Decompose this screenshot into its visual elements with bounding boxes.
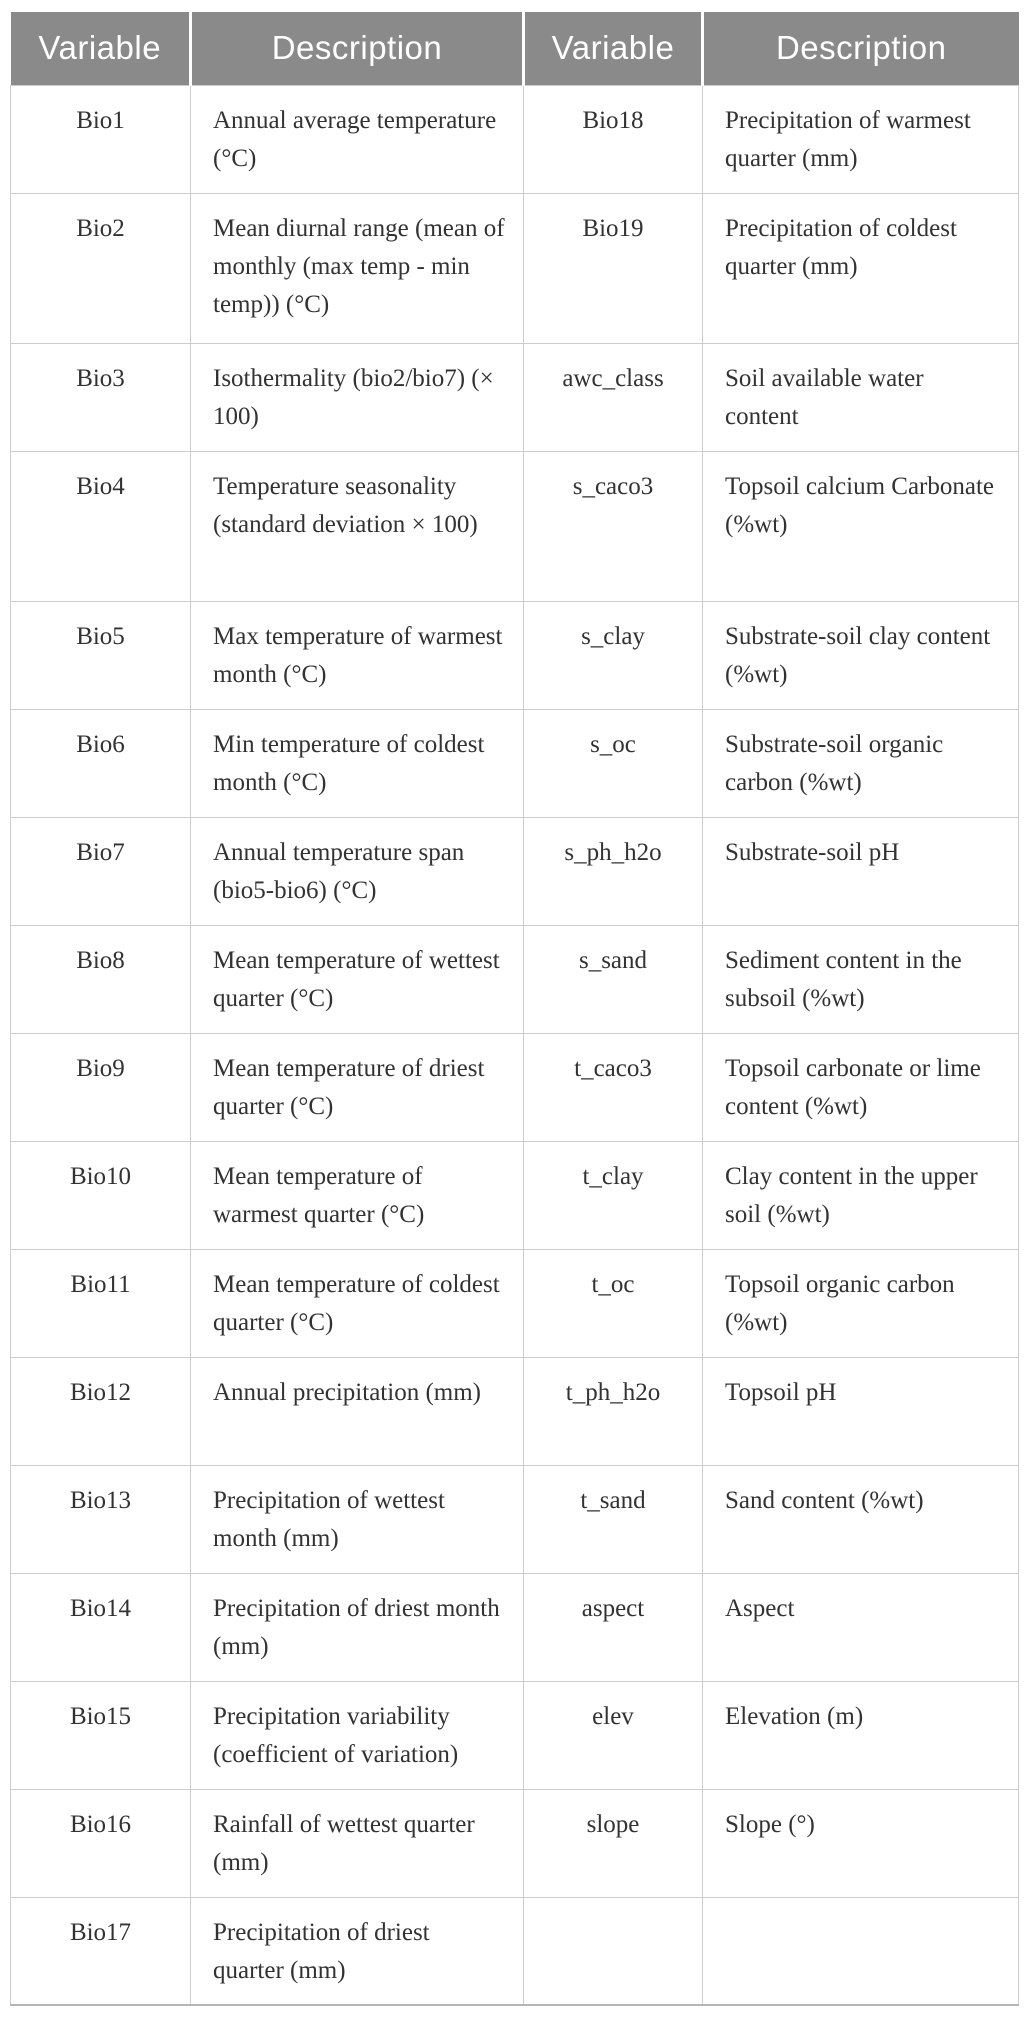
variable-cell: Bio18: [523, 84, 703, 194]
table-row: Bio12 Annual precipitation (mm) t_ph_h2o…: [10, 1356, 1019, 1466]
description-cell: Mean temperature of coldest quarter (°C): [190, 1248, 524, 1358]
variable-cell: Bio1: [10, 84, 191, 194]
table-row: Bio13 Precipitation of wettest month (mm…: [10, 1464, 1019, 1574]
table-row: Bio4 Temperature seasonality (standard d…: [10, 450, 1019, 602]
table-row: Bio16 Rainfall of wettest quarter (mm) s…: [10, 1788, 1019, 1898]
variable-cell: Bio15: [10, 1680, 191, 1790]
description-cell: Precipitation of driest quarter (mm): [190, 1896, 524, 2006]
description-cell: Min temperature of coldest month (°C): [190, 708, 524, 818]
description-cell: Substrate-soil clay content (%wt): [702, 600, 1019, 710]
table-header: Variable Description Variable Descriptio…: [10, 12, 1019, 85]
description-cell: Topsoil pH: [702, 1356, 1019, 1466]
variable-cell: Bio12: [10, 1356, 191, 1466]
description-cell: Mean temperature of wettest quarter (°C): [190, 924, 524, 1034]
variable-cell: Bio19: [523, 192, 703, 344]
description-cell: Annual precipitation (mm): [190, 1356, 524, 1466]
variable-cell: Bio13: [10, 1464, 191, 1574]
description-cell: [702, 1896, 1019, 2006]
description-cell: Max temperature of warmest month (°C): [190, 600, 524, 710]
table-row: Bio9 Mean temperature of driest quarter …: [10, 1032, 1019, 1142]
table-row: Bio10 Mean temperature of warmest quarte…: [10, 1140, 1019, 1250]
table-row: Bio5 Max temperature of warmest month (°…: [10, 600, 1019, 710]
description-cell: Topsoil organic carbon (%wt): [702, 1248, 1019, 1358]
variable-cell: Bio6: [10, 708, 191, 818]
variable-cell: Bio2: [10, 192, 191, 344]
description-cell: Mean diurnal range (mean of monthly (max…: [190, 192, 524, 344]
variable-cell: s_sand: [523, 924, 703, 1034]
description-cell: Slope (°): [702, 1788, 1019, 1898]
header-row: Variable Description Variable Descriptio…: [10, 12, 1019, 85]
variable-cell: s_ph_h2o: [523, 816, 703, 926]
variable-cell: awc_class: [523, 342, 703, 452]
variable-cell: Bio5: [10, 600, 191, 710]
description-cell: Aspect: [702, 1572, 1019, 1682]
variable-cell: Bio17: [10, 1896, 191, 2006]
variable-cell: t_oc: [523, 1248, 703, 1358]
header-variable-1: Variable: [10, 12, 191, 85]
variable-cell: Bio4: [10, 450, 191, 602]
description-cell: Sediment content in the subsoil (%wt): [702, 924, 1019, 1034]
variable-cell: s_clay: [523, 600, 703, 710]
variable-cell: Bio11: [10, 1248, 191, 1358]
variable-cell: s_caco3: [523, 450, 703, 602]
variables-table-container: Variable Description Variable Descriptio…: [10, 12, 1019, 2006]
description-cell: Soil available water content: [702, 342, 1019, 452]
variable-cell: Bio14: [10, 1572, 191, 1682]
table-row: Bio14 Precipitation of driest month (mm)…: [10, 1572, 1019, 1682]
description-cell: Mean temperature of driest quarter (°C): [190, 1032, 524, 1142]
description-cell: Clay content in the upper soil (%wt): [702, 1140, 1019, 1250]
variable-cell: t_sand: [523, 1464, 703, 1574]
description-cell: Topsoil calcium Carbonate (%wt): [702, 450, 1019, 602]
description-cell: Topsoil carbonate or lime content (%wt): [702, 1032, 1019, 1142]
variable-cell: t_caco3: [523, 1032, 703, 1142]
description-cell: Isothermality (bio2/bio7) (× 100): [190, 342, 524, 452]
table-row: Bio6 Min temperature of coldest month (°…: [10, 708, 1019, 818]
table-row: Bio11 Mean temperature of coldest quarte…: [10, 1248, 1019, 1358]
table-row: Bio1 Annual average temperature (°C) Bio…: [10, 84, 1019, 194]
table-row: Bio8 Mean temperature of wettest quarter…: [10, 924, 1019, 1034]
variable-cell: elev: [523, 1680, 703, 1790]
description-cell: Substrate-soil pH: [702, 816, 1019, 926]
header-variable-2: Variable: [522, 12, 703, 85]
description-cell: Elevation (m): [702, 1680, 1019, 1790]
variable-cell: t_ph_h2o: [523, 1356, 703, 1466]
variable-cell: aspect: [523, 1572, 703, 1682]
description-cell: Precipitation variability (coefficient o…: [190, 1680, 524, 1790]
variable-cell: t_clay: [523, 1140, 703, 1250]
table-row: Bio15 Precipitation variability (coeffic…: [10, 1680, 1019, 1790]
variables-table: Variable Description Variable Descriptio…: [10, 12, 1019, 2006]
table-row: Bio17 Precipitation of driest quarter (m…: [10, 1896, 1019, 2006]
description-cell: Mean temperature of warmest quarter (°C): [190, 1140, 524, 1250]
table-row: Bio7 Annual temperature span (bio5-bio6)…: [10, 816, 1019, 926]
variable-cell: Bio10: [10, 1140, 191, 1250]
variable-cell: Bio8: [10, 924, 191, 1034]
variable-cell: Bio7: [10, 816, 191, 926]
description-cell: Rainfall of wettest quarter (mm): [190, 1788, 524, 1898]
description-cell: Precipitation of coldest quarter (mm): [702, 192, 1019, 344]
description-cell: Precipitation of driest month (mm): [190, 1572, 524, 1682]
description-cell: Sand content (%wt): [702, 1464, 1019, 1574]
table-row: Bio3 Isothermality (bio2/bio7) (× 100) a…: [10, 342, 1019, 452]
description-cell: Annual average temperature (°C): [190, 84, 524, 194]
description-cell: Annual temperature span (bio5-bio6) (°C): [190, 816, 524, 926]
variable-cell: Bio16: [10, 1788, 191, 1898]
variable-cell: [523, 1896, 703, 2006]
description-cell: Precipitation of wettest month (mm): [190, 1464, 524, 1574]
variable-cell: Bio3: [10, 342, 191, 452]
table-row: Bio2 Mean diurnal range (mean of monthly…: [10, 192, 1019, 344]
description-cell: Precipitation of warmest quarter (mm): [702, 84, 1019, 194]
table-body: Bio1 Annual average temperature (°C) Bio…: [10, 84, 1019, 2006]
variable-cell: slope: [523, 1788, 703, 1898]
header-description-2: Description: [701, 12, 1019, 85]
description-cell: Substrate-soil organic carbon (%wt): [702, 708, 1019, 818]
header-description-1: Description: [189, 12, 524, 85]
variable-cell: Bio9: [10, 1032, 191, 1142]
variable-cell: s_oc: [523, 708, 703, 818]
description-cell: Temperature seasonality (standard deviat…: [190, 450, 524, 602]
